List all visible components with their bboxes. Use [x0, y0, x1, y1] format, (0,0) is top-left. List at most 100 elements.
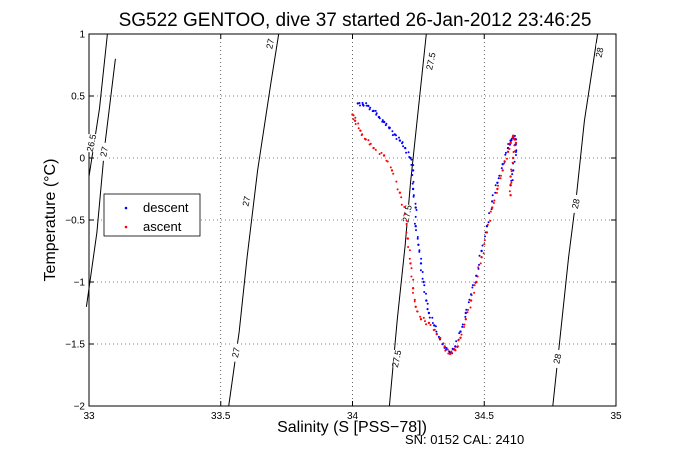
descent-point [378, 117, 381, 120]
ascent-point [392, 172, 395, 175]
ascent-point [503, 162, 505, 165]
ascent-point [405, 231, 408, 234]
ascent-point [408, 249, 411, 252]
ascent-point [413, 298, 416, 301]
descent-point [419, 269, 422, 272]
legend-ascent-marker [124, 225, 128, 229]
descent-point [513, 134, 516, 137]
ascent-point [404, 212, 407, 215]
descent-point [418, 250, 421, 253]
descent-point [381, 120, 384, 123]
contour-label: 27 [230, 347, 242, 359]
descent-point [439, 338, 441, 341]
descent-point [407, 151, 410, 154]
contour-label-bg [100, 142, 109, 161]
descent-point [480, 249, 483, 253]
ascent-point [503, 160, 506, 163]
ascent-point [512, 156, 515, 160]
contour-label-bg [232, 343, 241, 362]
ascent-point [509, 194, 512, 197]
descent-point [365, 104, 368, 107]
y-axis-label: Temperature (°C) [42, 159, 59, 282]
y-tick-label: 0 [79, 154, 85, 165]
descent-point [515, 154, 517, 156]
ascent-point [456, 345, 459, 348]
contour-label: 28 [570, 198, 582, 210]
ascent-point [429, 324, 432, 326]
ascent-point [400, 203, 403, 206]
ascent-point [493, 199, 496, 202]
x-axis-label: Salinity (S [PSS−78]) [277, 419, 427, 436]
contour-label-bg [243, 192, 252, 211]
descent-point [385, 122, 388, 125]
ascent-point [435, 332, 438, 336]
descent-point [391, 130, 394, 133]
ascent-point [352, 118, 355, 121]
ascent-point [467, 308, 469, 311]
ascent-point [367, 139, 370, 142]
descent-point [398, 136, 400, 139]
ascent-point [483, 239, 486, 242]
descent-point [375, 112, 378, 115]
chart-title: SG522 GENTOO, dive 37 started 26-Jan-201… [119, 10, 592, 31]
ascent-point [411, 287, 415, 290]
ascent-point [492, 202, 495, 204]
descent-point [427, 311, 431, 315]
contour-label: 27 [264, 38, 276, 50]
descent-point [471, 286, 474, 289]
contour-label: 28 [594, 47, 606, 59]
descent-point [411, 182, 414, 185]
ascent-point [398, 191, 402, 194]
descent-point [467, 301, 470, 304]
ascent-point [405, 223, 408, 225]
y-tick-label: 0.5 [71, 92, 85, 103]
contour-label-bg [427, 52, 436, 71]
descent-point [421, 277, 424, 280]
ascent-point [433, 328, 436, 331]
ascent-point [403, 206, 406, 208]
descent-point [425, 299, 428, 302]
ascent-point [354, 123, 357, 125]
ascent-point [501, 169, 504, 172]
ascent-point [508, 190, 511, 193]
ascent-point [480, 256, 483, 259]
y-tick-label: −0.5 [65, 216, 85, 227]
descent-point [461, 323, 464, 326]
contour-label: 27.5 [390, 349, 403, 368]
contour-label: 27 [98, 146, 110, 158]
ascent-point [510, 181, 513, 184]
descent-point [471, 284, 474, 287]
ascent-point [359, 129, 362, 132]
descent-point [416, 236, 419, 238]
descent-point [488, 212, 491, 215]
ascent-point [357, 127, 360, 130]
descent-point [468, 298, 471, 301]
ascent-point [489, 219, 492, 222]
legend-ascent-label: ascent [143, 219, 182, 234]
contour-label-bg [403, 204, 412, 223]
descent-point [504, 153, 507, 156]
descent-point [433, 324, 436, 327]
descent-point [487, 221, 490, 224]
ascent-point [409, 262, 412, 265]
ascent-point [485, 231, 489, 234]
descent-point [459, 330, 462, 333]
ascent-point [447, 352, 450, 355]
ascent-point [395, 180, 398, 183]
contour-label: 27.5 [424, 52, 437, 71]
legend-descent-label: descent [143, 200, 189, 215]
contour-label: 27.5 [401, 204, 414, 223]
legend: descent ascent [103, 193, 201, 237]
ascent-point [446, 348, 449, 351]
descent-point [365, 102, 368, 105]
descent-point [369, 106, 372, 109]
descent-point [395, 138, 398, 140]
ascent-point [425, 323, 428, 326]
ascent-point [506, 157, 508, 160]
density-contour-line [552, 33, 599, 407]
ascent-point [374, 148, 377, 151]
descent-point [513, 160, 516, 163]
ascent-point [410, 267, 413, 270]
descent-point [359, 104, 361, 107]
y-tick-label: −2 [74, 402, 86, 413]
